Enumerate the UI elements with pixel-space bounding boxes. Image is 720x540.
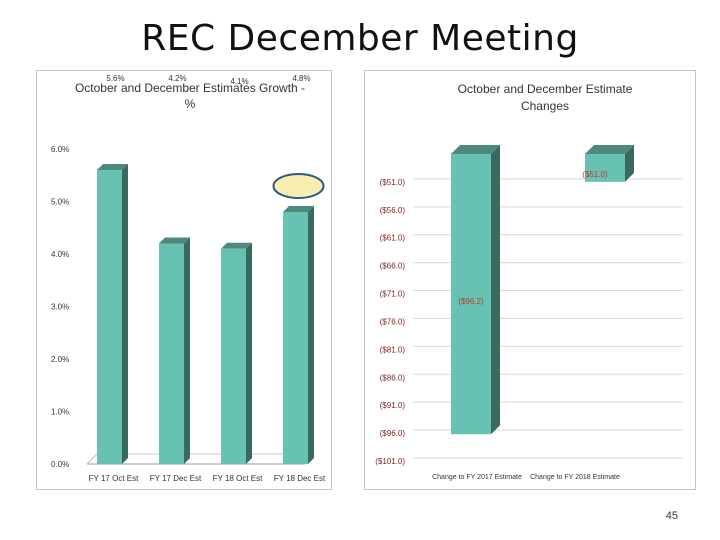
bar-top [451, 145, 500, 154]
y-tick-label: ($56.0) [380, 206, 406, 215]
x-tick-label: Change to FY 2017 Estimate [432, 474, 522, 481]
chart-title: October and December Estimate Changes [458, 82, 633, 113]
data-label: 4.8% [292, 74, 310, 83]
data-label: ($96.2) [458, 297, 484, 306]
bar-side [184, 237, 190, 464]
bar [451, 154, 491, 435]
y-tick-label: ($91.0) [380, 401, 406, 410]
x-tick-label: FY 18 Dec Est [274, 474, 326, 483]
bar [585, 154, 625, 182]
bar-side [246, 242, 252, 464]
x-tick-label: Change to FY 2018 Estimate [530, 474, 620, 481]
floor-edge [86, 453, 98, 465]
y-tick-label: 3.0% [51, 303, 69, 312]
bar [97, 170, 122, 464]
bar [283, 212, 308, 464]
y-tick-label: ($71.0) [380, 290, 406, 299]
data-label: 5.6% [106, 74, 124, 83]
growth-chart: October and December Estimates Growth -%… [51, 74, 326, 483]
y-tick-label: ($81.0) [380, 345, 406, 354]
data-label: 4.2% [168, 74, 186, 83]
y-tick-label: 2.0% [51, 355, 69, 364]
slide-title: REC December Meeting [141, 18, 579, 59]
bar-top [221, 242, 252, 249]
bar-side [625, 145, 634, 182]
data-label: ($51.0) [582, 170, 608, 179]
y-tick-label: ($66.0) [380, 262, 406, 271]
data-label: 4.1% [230, 77, 248, 86]
bar-top [97, 164, 128, 170]
growth-chart-panel: October and December Estimates Growth -%… [36, 70, 332, 490]
bar [221, 248, 246, 464]
bar-side [122, 164, 128, 464]
bar-top [585, 145, 634, 154]
bar [159, 243, 184, 464]
x-tick-label: FY 17 Oct Est [89, 474, 139, 483]
y-tick-label: ($61.0) [380, 234, 406, 243]
y-tick-label: 6.0% [51, 145, 69, 154]
y-tick-label: ($96.0) [380, 429, 406, 438]
y-tick-label: 0.0% [51, 460, 69, 469]
bar-top [283, 206, 314, 212]
bar-top [159, 237, 190, 244]
x-tick-label: FY 17 Dec Est [150, 474, 202, 483]
changes-chart-panel: October and December Estimate Changes ($51… [364, 70, 696, 490]
y-tick-label: ($76.0) [380, 317, 406, 326]
y-tick-label: ($51.0) [380, 178, 406, 187]
y-tick-label: 1.0% [51, 408, 69, 417]
y-tick-label: ($101.0) [375, 457, 405, 466]
bar-side [491, 145, 500, 435]
x-tick-label: FY 18 Oct Est [213, 474, 263, 483]
y-tick-label: ($86.0) [380, 373, 406, 382]
y-tick-label: 5.0% [51, 198, 69, 207]
changes-chart: October and December Estimate Changes ($51… [375, 82, 683, 481]
chart-title: October and December Estimates Growth -% [75, 81, 305, 111]
page-number: 45 [665, 510, 678, 522]
y-tick-label: 4.0% [51, 250, 69, 259]
bar-side [308, 206, 314, 464]
highlight-ellipse [272, 173, 325, 199]
